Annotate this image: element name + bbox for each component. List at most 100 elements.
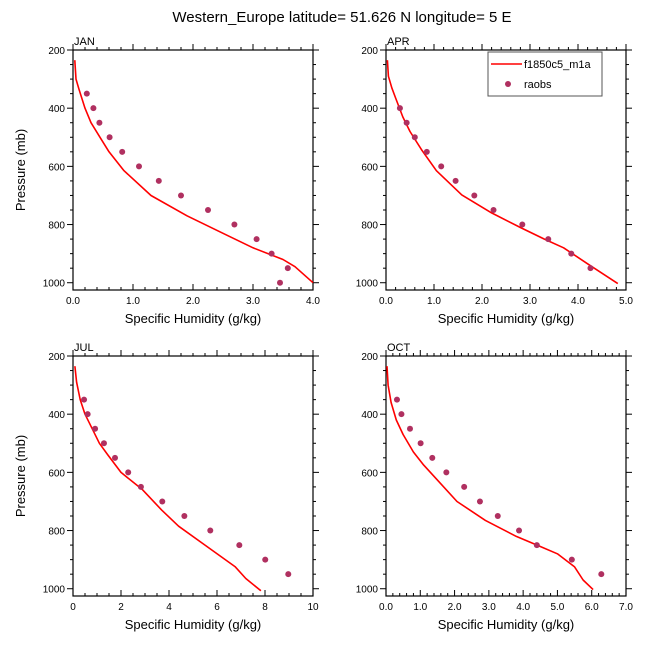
- obs-point: [119, 148, 126, 155]
- obs-point: [438, 163, 445, 170]
- panel-jul: 0 2 4 6 8 10 200 400 600 800 1000 JUL Specific Humid…: [13, 342, 319, 632]
- obs-point: [268, 250, 275, 257]
- obs-point: [100, 440, 107, 447]
- y-tick-label: 200: [48, 352, 65, 363]
- model-series-line: [74, 366, 262, 592]
- obs-point: [81, 396, 88, 403]
- plot-frame: [385, 49, 627, 291]
- x-tick-label: 3.0: [523, 296, 537, 307]
- panels-container: 0.0 1.0 2.0 3.0 4.0 200 400 600 800 1000 JAN Specif…: [13, 36, 633, 632]
- x-tick-label: 0.0: [379, 296, 393, 307]
- legend-label-obs: raobs: [524, 79, 552, 91]
- y-tick-label: 600: [48, 468, 65, 479]
- x-tick-label: 1.0: [413, 602, 427, 613]
- obs-point: [106, 134, 113, 141]
- obs-point: [253, 236, 260, 243]
- obs-point: [262, 556, 269, 563]
- x-tick-label: 8: [262, 602, 268, 613]
- y-tick-label: 800: [48, 527, 65, 538]
- obs-point: [92, 425, 99, 432]
- model-series-line: [74, 60, 314, 284]
- obs-point: [207, 527, 214, 534]
- obs-point: [476, 498, 483, 505]
- obs-point: [461, 483, 468, 490]
- x-tick-label: 4.0: [571, 296, 585, 307]
- obs-point: [231, 221, 238, 228]
- obs-point: [533, 542, 540, 549]
- x-tick-label: 5.0: [619, 296, 633, 307]
- legend-label-model: f1850c5_m1a: [524, 59, 592, 71]
- obs-point: [494, 513, 501, 519]
- y-tick-label: 800: [361, 221, 378, 232]
- obs-point: [84, 411, 91, 418]
- x-tick-label: 6.0: [585, 602, 599, 613]
- obs-point: [236, 542, 243, 549]
- x-tick-label: 6: [214, 602, 220, 613]
- x-tick-label: 4.0: [516, 602, 530, 613]
- obs-point: [155, 177, 162, 184]
- x-tick-label: 2: [118, 602, 124, 613]
- obs-point: [112, 454, 118, 461]
- x-tick-label: 2.0: [475, 296, 489, 307]
- y-tick-label: 400: [361, 104, 378, 115]
- x-tick-label: 1.0: [427, 296, 441, 307]
- obs-point: [490, 207, 497, 213]
- x-tick-label: 2.0: [186, 296, 200, 307]
- obs-point: [398, 411, 405, 418]
- model-series-line: [386, 366, 594, 591]
- y-tick-label: 1000: [43, 279, 66, 290]
- obs-point: [417, 440, 424, 447]
- x-tick-label: 4: [166, 602, 172, 613]
- obs-point: [407, 425, 413, 432]
- x-tick-label: 0: [70, 602, 76, 613]
- figure-title: Western_Europe latitude= 51.626 N longit…: [172, 9, 511, 26]
- panel-label: OCT: [387, 342, 411, 354]
- obs-point: [568, 250, 575, 257]
- obs-point: [396, 105, 403, 112]
- y-tick-label: 800: [361, 527, 378, 538]
- y-tick-label: 400: [48, 104, 65, 115]
- panel-label: APR: [387, 36, 410, 48]
- legend-box: [487, 51, 603, 97]
- obs-point: [277, 279, 283, 286]
- plot-frame: [72, 355, 314, 597]
- obs-point: [125, 469, 132, 476]
- obs-point: [83, 90, 90, 97]
- x-tick-label: 7.0: [619, 602, 633, 613]
- y-tick-label: 200: [361, 352, 378, 363]
- y-tick-label: 1000: [43, 585, 66, 596]
- x-axis-label: Specific Humidity (g/kg): [438, 311, 575, 326]
- y-tick-label: 200: [361, 46, 378, 57]
- x-tick-label: 1.0: [126, 296, 140, 307]
- obs-point: [411, 134, 418, 141]
- y-tick-label: 1000: [356, 279, 379, 290]
- panel-jan: 0.0 1.0 2.0 3.0 4.0 200 400 600 800 1000 JAN Specif…: [13, 36, 320, 326]
- x-tick-label: 0.0: [379, 602, 393, 613]
- panel-oct: 0.0 1.0 2.0 3.0 4.0 5.0 6.0 7.0 200 400 600 800 1000…: [356, 342, 634, 632]
- y-tick-label: 800: [48, 221, 65, 232]
- y-tick-label: 600: [48, 162, 65, 173]
- y-axis-label: Pressure (mb): [13, 129, 28, 211]
- obs-point: [519, 221, 526, 228]
- y-tick-label: 600: [361, 162, 378, 173]
- obs-point: [96, 119, 103, 126]
- x-tick-label: 2.0: [448, 602, 462, 613]
- obs-point: [452, 177, 459, 184]
- obs-point: [471, 192, 478, 199]
- plot-frame: [72, 49, 314, 291]
- obs-point: [403, 119, 410, 126]
- obs-point: [136, 163, 142, 170]
- y-tick-label: 200: [48, 46, 65, 57]
- panel-apr: 0.0 1.0 2.0 3.0 4.0 5.0 200 400 600 800 1000 APR Spe…: [356, 36, 634, 326]
- obs-point: [159, 498, 166, 505]
- model-series-line: [386, 60, 619, 285]
- obs-point: [181, 513, 188, 519]
- y-tick-label: 400: [361, 410, 378, 421]
- panel-label: JUL: [74, 342, 94, 354]
- obs-point: [285, 571, 292, 578]
- y-tick-label: 1000: [356, 585, 379, 596]
- x-axis-label: Specific Humidity (g/kg): [125, 311, 262, 326]
- x-axis-label: Specific Humidity (g/kg): [438, 617, 575, 632]
